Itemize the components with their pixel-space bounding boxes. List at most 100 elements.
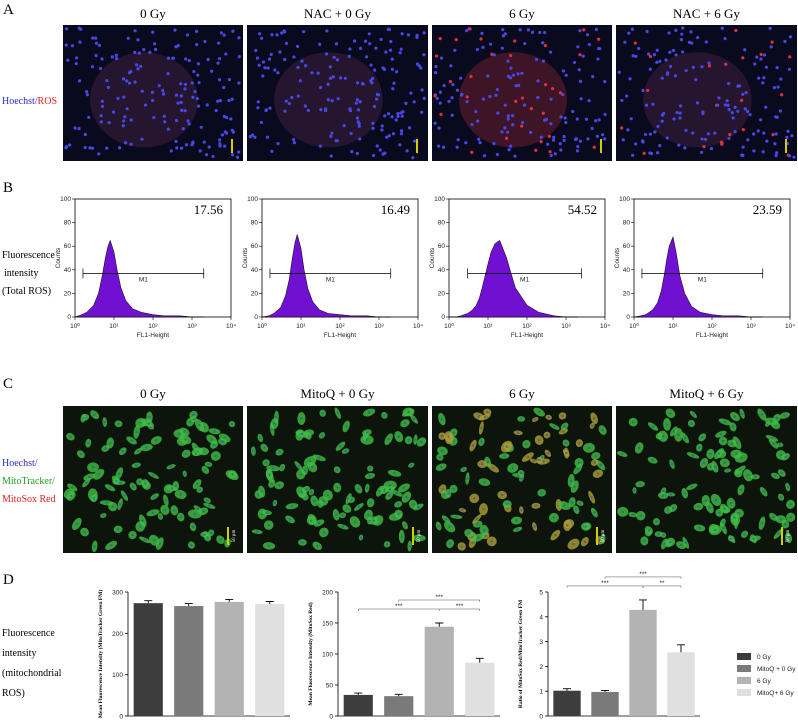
- x-tick-label: 10³: [374, 323, 384, 330]
- nucleus: [398, 51, 402, 55]
- y-tick-label: 40: [623, 267, 631, 274]
- nucleus: [111, 505, 114, 508]
- nucleus: [395, 491, 398, 495]
- nucleus: [552, 516, 556, 519]
- nucleus: [378, 489, 382, 493]
- nucleus: [278, 450, 281, 454]
- significance-label: ***: [435, 594, 443, 601]
- nucleus: [141, 519, 144, 522]
- nucleus: [790, 134, 794, 138]
- nucleus: [193, 90, 197, 94]
- nucleus: [526, 28, 531, 32]
- nucleus: [482, 154, 487, 158]
- nucleus: [253, 135, 257, 139]
- legend-label: 6 Gy: [757, 678, 771, 685]
- y-tick-label: 100: [112, 672, 123, 679]
- nucleus: [150, 98, 155, 103]
- nucleus: [433, 71, 438, 75]
- nucleus: [537, 438, 541, 442]
- nucleus: [74, 61, 78, 66]
- nucleus: [516, 431, 520, 435]
- nucleus: [391, 87, 395, 91]
- nucleus: [691, 131, 695, 135]
- nucleus: [786, 129, 790, 133]
- nucleus: [140, 137, 144, 141]
- nucleus: [658, 144, 662, 148]
- nucleus: [229, 117, 233, 121]
- histogram-area: [74, 239, 204, 318]
- nucleus: [394, 118, 398, 122]
- side-label: intensity: [2, 648, 36, 659]
- nucleus: [230, 97, 234, 101]
- nucleus: [668, 64, 673, 69]
- nucleus: [97, 43, 102, 47]
- nucleus: [407, 126, 412, 130]
- nucleus: [587, 43, 591, 47]
- nucleus: [465, 29, 469, 33]
- nucleus: [328, 65, 332, 69]
- error-bar: [184, 603, 193, 607]
- nucleus: [691, 454, 695, 457]
- nucleus: [355, 116, 360, 120]
- annotation: 23.59: [753, 202, 782, 217]
- nucleus: [496, 111, 500, 115]
- column-title: MitoQ + 0 Gy: [300, 386, 375, 401]
- nucleus: [268, 106, 272, 110]
- nucleus: [506, 117, 510, 121]
- nucleus: [669, 540, 672, 544]
- nucleus: [407, 410, 410, 414]
- nucleus: [267, 544, 271, 548]
- nucleus: [404, 101, 408, 105]
- nucleus: [231, 29, 235, 33]
- x-tick-label: 10³: [187, 323, 197, 330]
- nucleus: [436, 144, 441, 148]
- nucleus: [434, 54, 439, 58]
- bar: [591, 691, 619, 716]
- nucleus: [415, 35, 419, 40]
- nucleus: [219, 538, 222, 541]
- nucleus: [300, 432, 304, 436]
- nucleus: [140, 89, 144, 93]
- error-bar: [435, 622, 444, 627]
- nucleus: [322, 531, 326, 534]
- nucleus: [318, 144, 323, 148]
- nucleus: [620, 98, 624, 103]
- y-tick-label: 100: [60, 196, 71, 203]
- nucleus: [789, 516, 792, 519]
- nucleus: [270, 33, 274, 37]
- scale-bar: [785, 139, 787, 153]
- nucleus: [217, 56, 222, 61]
- nucleus: [564, 120, 568, 125]
- nucleus: [438, 101, 442, 105]
- nucleus: [417, 536, 421, 540]
- nucleus: [134, 63, 139, 67]
- nucleus: [143, 103, 148, 107]
- nucleus: [545, 433, 549, 437]
- nucleus: [90, 146, 95, 150]
- nucleus: [306, 108, 310, 113]
- nucleus: [133, 29, 137, 33]
- nucleus: [631, 54, 635, 58]
- nucleus: [281, 466, 284, 469]
- y-tick-label: 40: [438, 267, 446, 274]
- nucleus: [723, 103, 728, 107]
- nucleus: [158, 542, 162, 545]
- nucleus: [452, 487, 455, 491]
- y-axis-label: Counts: [429, 247, 436, 268]
- nucleus: [348, 107, 352, 111]
- nucleus: [651, 425, 655, 428]
- nucleus: [738, 511, 741, 515]
- y-tick-label: 100: [619, 196, 630, 203]
- nucleus: [387, 134, 391, 138]
- nucleus: [774, 132, 778, 136]
- nucleus: [689, 30, 693, 34]
- nucleus: [706, 132, 710, 136]
- nucleus: [261, 74, 265, 78]
- nucleus: [133, 80, 137, 84]
- nucleus: [409, 91, 413, 95]
- error-bar: [475, 657, 484, 663]
- nucleus: [595, 134, 599, 138]
- scale-label: 50 μm: [417, 529, 422, 542]
- nucleus: [542, 118, 547, 122]
